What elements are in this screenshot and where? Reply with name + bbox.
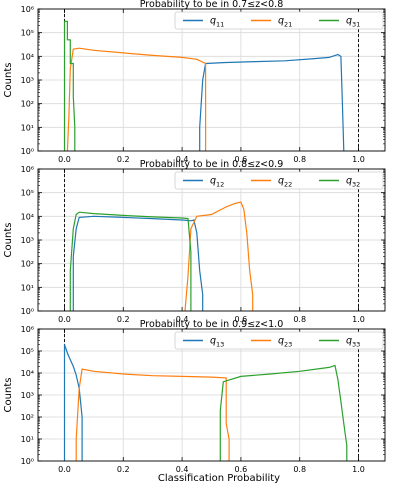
y-tick-label: 10⁴ — [21, 212, 34, 221]
series-line-q21 — [66, 47, 207, 151]
y-axis-label: Counts — [3, 223, 14, 258]
series-line-q23 — [75, 368, 230, 461]
panel-title: Probability to be in 0.7≤z<0.8 — [140, 0, 284, 10]
x-tick-label: 0.4 — [176, 155, 189, 164]
legend: q11 q21 q31 — [174, 11, 384, 30]
y-tick-label: 10⁶ — [21, 5, 34, 14]
x-tick-label: 0.2 — [117, 465, 130, 474]
x-tick-label: 0.4 — [176, 465, 189, 474]
y-tick-label: 10⁰ — [21, 457, 34, 466]
y-tick-label: 10⁵ — [21, 29, 34, 38]
x-tick-label: 0.4 — [176, 315, 189, 324]
panel-title: Probability to be in 0.9≤z<1.0 — [140, 319, 284, 330]
y-tick-label: 10⁶ — [21, 325, 34, 334]
y-tick-label: 10³ — [21, 391, 34, 400]
x-tick-label: 0.8 — [293, 315, 306, 324]
y-tick-label: 10³ — [21, 236, 34, 245]
y-axis-label: Counts — [3, 378, 14, 413]
x-tick-label: 1.0 — [352, 315, 365, 324]
legend: q13 q23 q33 — [174, 331, 384, 350]
x-tick-label: 0.0 — [58, 465, 71, 474]
panel-3: 0.0 0.2 0.4 0.6 0.8 1.0 10⁰ 10¹ 10² 10³ 10⁴ 10⁵ 10⁶ P… — [3, 319, 386, 474]
y-tick-label: 10³ — [21, 76, 34, 85]
legend: q12 q22 q32 — [174, 171, 384, 190]
x-tick-label: 0.6 — [235, 465, 248, 474]
panel-1: 0.0 0.2 0.4 0.6 0.8 1.0 10⁰ 10¹ 10² 10³ 10⁴ 10⁵ 10⁶ P… — [3, 0, 386, 164]
x-tick-label: 0.8 — [293, 155, 306, 164]
series-line-q12 — [72, 215, 204, 311]
x-tick-label: 0.6 — [235, 315, 248, 324]
series-line-q33 — [219, 364, 348, 461]
series-line-q13 — [63, 344, 83, 461]
y-tick-label: 10² — [21, 413, 34, 422]
y-tick-label: 10² — [21, 260, 34, 269]
x-axis-label: Classification Probability — [158, 473, 280, 484]
x-tick-label: 0.6 — [235, 155, 248, 164]
y-axis-label: Counts — [3, 63, 14, 98]
x-tick-label: 1.0 — [352, 155, 365, 164]
x-tick-label: 0.8 — [293, 465, 306, 474]
x-tick-label: 0.0 — [58, 315, 71, 324]
y-tick-label: 10⁰ — [21, 307, 34, 316]
legend-box — [174, 11, 384, 30]
plot-frame — [37, 328, 386, 462]
series-line-q32 — [69, 211, 192, 311]
x-tick-label: 0.0 — [58, 155, 71, 164]
y-tick-label: 10⁴ — [21, 52, 34, 61]
series-line-q31 — [63, 20, 76, 151]
series-line-q11 — [199, 53, 345, 151]
x-tick-label: 0.2 — [117, 155, 130, 164]
y-tick-label: 10¹ — [21, 123, 34, 132]
x-tick-label: 0.2 — [117, 315, 130, 324]
legend-box — [174, 171, 384, 190]
y-tick-label: 10¹ — [21, 283, 34, 292]
x-tick-label: 1.0 — [352, 465, 365, 474]
y-tick-label: 10⁵ — [21, 189, 34, 198]
legend-box — [174, 331, 384, 350]
panel-title: Probability to be in 0.8≤z<0.9 — [140, 159, 284, 170]
plot-frame — [37, 168, 386, 312]
y-tick-label: 10⁰ — [21, 147, 34, 156]
panel-2: 0.0 0.2 0.4 0.6 0.8 1.0 10⁰ 10¹ 10² 10³ 10⁴ 10⁵ 10⁶ P… — [3, 159, 386, 324]
y-tick-label: 10⁴ — [21, 369, 34, 378]
y-tick-label: 10⁵ — [21, 347, 34, 356]
y-tick-label: 10⁶ — [21, 165, 34, 174]
series-line-q22 — [184, 201, 254, 311]
y-tick-label: 10¹ — [21, 435, 34, 444]
y-tick-label: 10² — [21, 100, 34, 109]
plot-frame — [37, 8, 386, 152]
